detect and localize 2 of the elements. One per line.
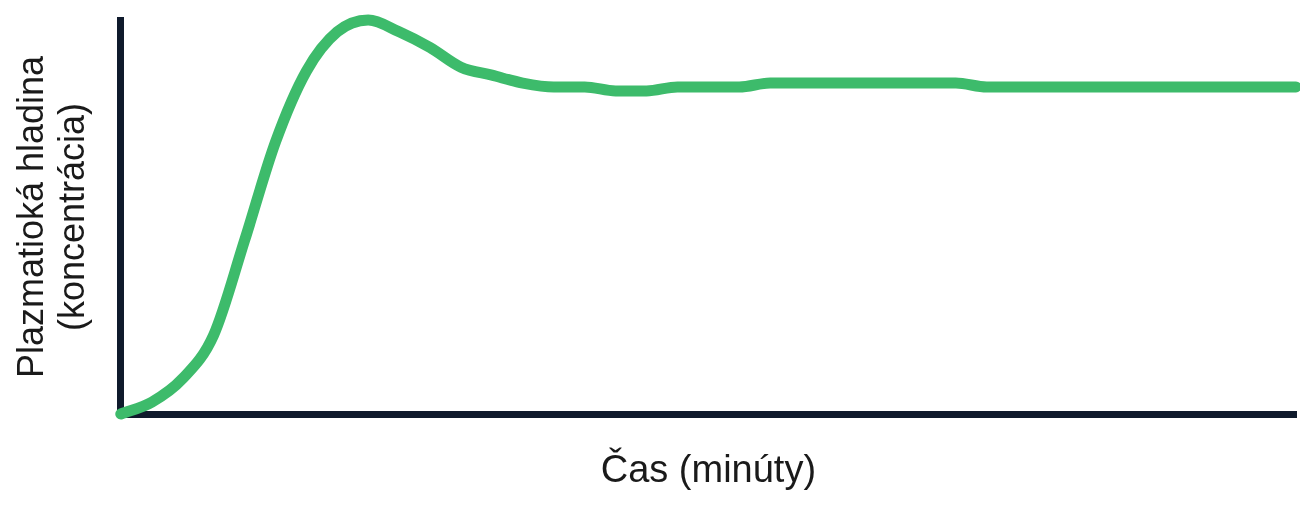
y-axis-title: Plazmatioká hladina (koncentrácia) <box>9 54 93 379</box>
x-axis-title: Čas (minúty) <box>600 446 817 490</box>
